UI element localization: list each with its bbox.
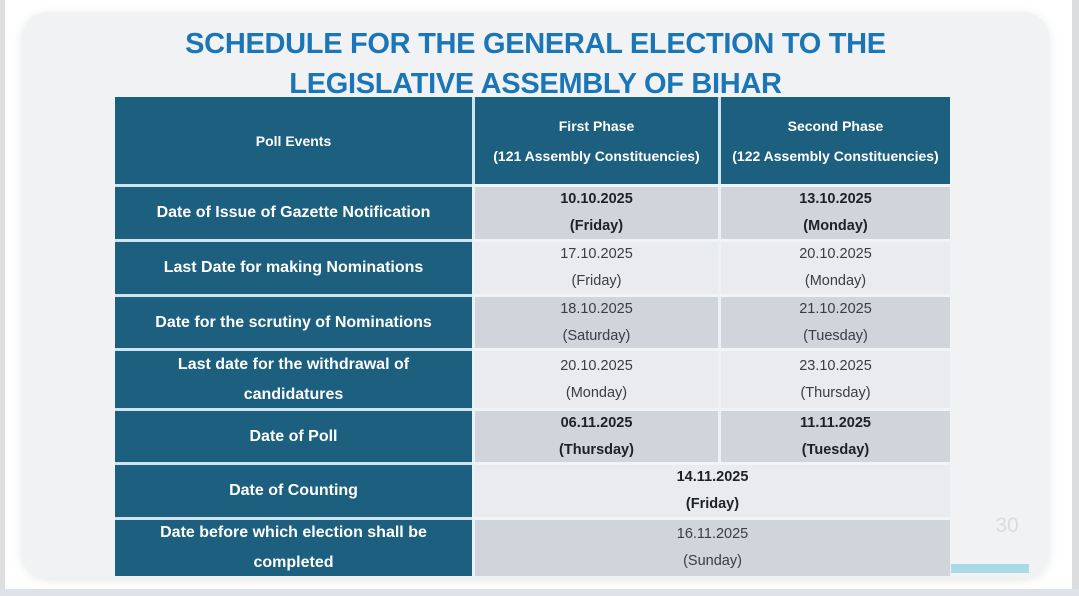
day-value: (Monday) bbox=[565, 384, 628, 401]
event-cell-election-completed: Date before which election shall be comp… bbox=[115, 517, 472, 576]
day-value: (Sunday) bbox=[683, 553, 742, 569]
date-value: 20.10.2025 bbox=[799, 246, 872, 262]
date-value: 13.10.2025 bbox=[799, 191, 872, 207]
header-cell-first-phase: First Phase (121 Assembly Constituencies… bbox=[472, 97, 718, 184]
event-label: Date of Counting bbox=[229, 482, 358, 499]
date-cell-nominations-phase1: 17.10.2025 (Friday) bbox=[472, 239, 718, 294]
date-value: 16.11.2025 bbox=[676, 526, 749, 542]
day-value: (Friday) bbox=[569, 218, 624, 234]
date-cell-withdrawal-phase1: 20.10.2025 (Monday) bbox=[472, 348, 718, 408]
day-value: (Thursday) bbox=[559, 441, 634, 458]
date-cell-nominations-phase2: 20.10.2025 (Monday) bbox=[718, 239, 950, 294]
schedule-table: Poll Events First Phase (121 Assembly Co… bbox=[115, 97, 950, 576]
date-cell-gazette-phase2: 13.10.2025 (Monday) bbox=[718, 184, 950, 239]
date-cell-poll-phase2: 11.11.2025 (Tuesday) bbox=[718, 408, 950, 462]
second-phase-title: Second Phase bbox=[787, 117, 884, 134]
page-title-line1: SCHEDULE FOR THE GENERAL ELECTION TO THE bbox=[185, 28, 886, 60]
date-cell-poll-phase1: 06.11.2025 (Thursday) bbox=[472, 408, 718, 462]
date-value: 06.11.2025 bbox=[560, 414, 633, 431]
date-cell-scrutiny-phase2: 21.10.2025 (Tuesday) bbox=[718, 294, 950, 348]
event-label: Date of Issue of Gazette Notification bbox=[156, 204, 431, 221]
day-value: (Friday) bbox=[571, 273, 622, 289]
first-phase-subtitle: (121 Assembly Constituencies) bbox=[493, 147, 700, 164]
date-cell-counting-merged: 14.11.2025 (Friday) bbox=[472, 462, 950, 517]
date-cell-gazette-phase1: 10.10.2025 (Friday) bbox=[472, 184, 718, 239]
event-cell-making-nominations: Last Date for making Nominations bbox=[115, 239, 472, 294]
second-phase-subtitle: (122 Assembly Constituencies) bbox=[732, 147, 939, 164]
date-value: 18.10.2025 bbox=[560, 300, 633, 317]
event-cell-date-of-poll: Date of Poll bbox=[115, 408, 472, 462]
event-label: Date of Poll bbox=[249, 427, 338, 445]
date-value: 17.10.2025 bbox=[560, 246, 633, 262]
right-page-edge bbox=[1072, 0, 1079, 596]
header-cell-second-phase: Second Phase (122 Assembly Constituencie… bbox=[718, 97, 950, 184]
event-label: Date before which election shall be comp… bbox=[160, 524, 427, 571]
date-value: 14.11.2025 bbox=[676, 469, 749, 485]
date-cell-completed-merged: 16.11.2025 (Sunday) bbox=[472, 517, 950, 576]
first-phase-title: First Phase bbox=[558, 117, 635, 134]
event-cell-withdrawal: Last date for the withdrawal of candidat… bbox=[115, 348, 472, 408]
event-cell-gazette-notification: Date of Issue of Gazette Notification bbox=[115, 184, 472, 239]
date-value: 23.10.2025 bbox=[799, 357, 872, 374]
day-value: (Tuesday) bbox=[801, 441, 870, 458]
page-title-line2: LEGISLATIVE ASSEMBLY OF BIHAR bbox=[289, 68, 782, 100]
event-cell-counting: Date of Counting bbox=[115, 462, 472, 517]
slide-card: SCHEDULE FOR THE GENERAL ELECTION TO THE… bbox=[22, 12, 1049, 578]
date-value: 11.11.2025 bbox=[800, 414, 871, 431]
bottom-page-edge bbox=[0, 589, 1079, 596]
date-cell-scrutiny-phase1: 18.10.2025 (Saturday) bbox=[472, 294, 718, 348]
event-label: Date for the scrutiny of Nominations bbox=[155, 313, 432, 331]
header-cell-poll-events: Poll Events bbox=[115, 97, 472, 184]
day-value: (Monday) bbox=[803, 218, 868, 234]
header-poll-events-label: Poll Events bbox=[255, 132, 332, 149]
accent-bar bbox=[951, 564, 1029, 573]
page-number: 30 bbox=[995, 514, 1019, 537]
day-value: (Monday) bbox=[804, 273, 867, 289]
date-cell-withdrawal-phase2: 23.10.2025 (Thursday) bbox=[718, 348, 950, 408]
page-title: SCHEDULE FOR THE GENERAL ELECTION TO THE… bbox=[22, 24, 1049, 104]
left-page-edge bbox=[0, 0, 5, 596]
event-label: Last Date for making Nominations bbox=[163, 259, 424, 276]
day-value: (Saturday) bbox=[562, 327, 631, 344]
date-value: 20.10.2025 bbox=[560, 357, 633, 374]
date-value: 10.10.2025 bbox=[560, 191, 633, 207]
event-cell-scrutiny: Date for the scrutiny of Nominations bbox=[115, 294, 472, 348]
day-value: (Thursday) bbox=[800, 384, 871, 401]
day-value: (Tuesday) bbox=[803, 327, 868, 344]
event-label: Last date for the withdrawal of candidat… bbox=[177, 355, 410, 403]
date-value: 21.10.2025 bbox=[799, 300, 872, 317]
day-value: (Friday) bbox=[685, 496, 740, 512]
